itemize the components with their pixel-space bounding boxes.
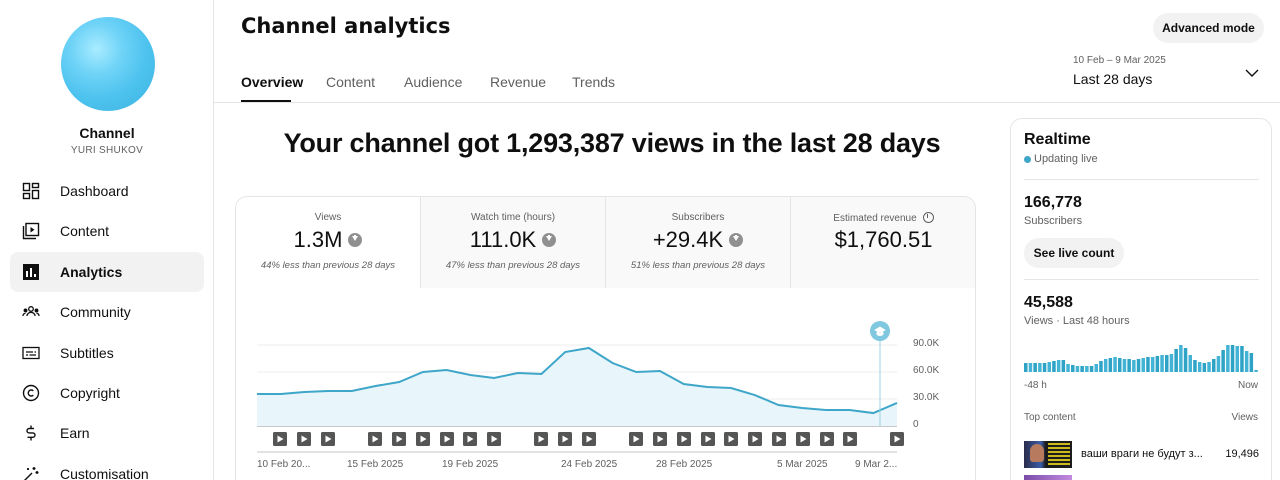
analytics-icon [22,263,40,281]
top-content-item[interactable]: ваши враги не будут з... 19,496 [1024,441,1259,469]
metric-watch-time[interactable]: Watch time (hours) 111.0K 47% less than … [421,197,606,288]
video-thumbnail [1024,441,1072,468]
realtime-card: Realtime Updating live 166,778 Subscribe… [1010,118,1272,480]
realtime-subscribers-label: Subscribers [1024,215,1083,227]
views-headline: Your channel got 1,293,387 views in the … [283,128,941,158]
sidebar-item-earn[interactable]: Earn [10,413,204,453]
metric-label: Subscribers [671,212,725,223]
video-views: 19,496 [1225,448,1259,460]
tab-content[interactable]: Content [326,74,376,90]
overview-card: Views 1.3M 44% less than previous 28 day… [235,196,976,480]
metric-subscribers[interactable]: Subscribers +29.4K 51% less than previou… [606,197,791,288]
sidebar-item-label: Copyright [60,384,120,401]
views-chart[interactable] [236,197,976,480]
axis-end-label: Now [1237,380,1258,391]
community-icon [22,303,40,321]
dollar-icon [22,424,40,442]
video-thumbnail[interactable] [1024,475,1072,480]
y-axis-tick: 90.0K [913,338,940,349]
x-axis-tick: 15 Feb 2025 [347,459,404,470]
metric-label: Views [314,212,342,223]
metric-comparison: 47% less than previous 28 days [445,260,581,271]
channel-avatar[interactable] [61,17,155,111]
x-axis-tick: 10 Feb 20... [257,459,311,470]
copyright-icon [22,384,40,402]
realtime-title: Realtime [1024,131,1091,148]
metric-value: 111.0K [469,227,537,252]
active-tab-indicator [241,100,291,102]
dashboard-icon [22,182,40,200]
sidebar-item-label: Dashboard [60,183,129,199]
sidebar-item-dashboard[interactable]: Dashboard [10,171,204,211]
analytics-tabs: Overview Content Audience Revenue Trends [214,60,1280,103]
realtime-views-label: Views · Last 48 hours [1024,315,1130,327]
realtime-views-value: 45,588 [1024,294,1073,311]
subtitles-icon [22,344,40,362]
metric-comparison: 51% less than previous 28 days [630,260,766,271]
sidebar-item-label: Community [60,304,131,321]
top-content-label: Top content [1024,412,1076,423]
metric-views[interactable]: Views 1.3M 44% less than previous 28 day… [236,197,421,288]
content-icon [22,222,40,240]
live-status-text: Updating live [1034,153,1098,165]
divider [1024,179,1259,180]
x-axis-tick: 24 Feb 2025 [561,459,618,470]
metric-revenue[interactable]: Estimated revenue $1,760.51 [791,197,975,288]
sidebar-item-content[interactable]: Content [10,211,204,251]
sidebar-item-label: Earn [60,425,90,442]
y-axis-tick: 60.0K [913,365,940,376]
x-axis-tick: 5 Mar 2025 [777,459,828,470]
x-axis-tick: 19 Feb 2025 [442,459,499,470]
y-axis-tick: 30.0K [913,392,940,403]
sidebar-item-copyright[interactable]: Copyright [10,373,204,413]
sidebar-item-label: Subtitles [60,344,114,361]
live-status: Updating live [1024,153,1098,165]
metric-label: Watch time (hours) [470,212,556,223]
metric-value: 1.3M [293,227,343,252]
sidebar-item-community[interactable]: Community [10,292,204,332]
sidebar-nav: Dashboard Content Analytics Community [10,171,204,480]
chevron-down-icon [1245,69,1259,77]
metric-value: $1,760.51 [834,227,933,252]
video-title: ваши враги не будут з... [1081,448,1203,460]
sidebar-item-customisation[interactable]: Customisation [10,454,204,480]
sidebar-item-label: Analytics [60,263,123,280]
x-axis-tick: 9 Mar 2... [855,459,898,470]
date-preset: Last 28 days [1073,71,1153,87]
sidebar-item-analytics[interactable]: Analytics [10,251,204,292]
tab-trends[interactable]: Trends [572,74,616,90]
sidebar-item-label: Content [60,223,110,240]
trend-down-icon [348,233,363,247]
axis-start-label: -48 h [1024,380,1047,391]
sidebar-item-subtitles[interactable]: Subtitles [10,333,204,373]
trend-down-icon [729,233,744,247]
metric-comparison: 44% less than previous 28 days [260,260,396,271]
realtime-bar-chart[interactable] [1024,337,1259,373]
page-title: Channel analytics [241,14,451,38]
see-live-count-button[interactable]: See live count [1024,238,1124,268]
realtime-subscribers-value: 166,778 [1024,194,1082,211]
metric-label: Estimated revenue [833,213,917,224]
tab-revenue[interactable]: Revenue [490,74,547,90]
date-range-text: 10 Feb – 9 Mar 2025 [1073,55,1166,66]
trend-down-icon [542,233,557,247]
metric-value: +29.4K [652,227,724,252]
tab-audience[interactable]: Audience [404,74,463,90]
divider [1024,279,1259,280]
y-axis-tick: 0 [913,419,919,430]
channel-name: YURI SHUKOV [70,145,144,156]
live-dot-icon [1024,155,1031,163]
x-axis-tick: 28 Feb 2025 [656,459,713,470]
tab-overview[interactable]: Overview [241,74,304,90]
advanced-mode-button[interactable]: Advanced mode [1153,13,1264,43]
magic-wand-icon [22,465,40,480]
sidebar: Channel YURI SHUKOV Dashboard Content An… [0,0,214,480]
channel-title: Channel [79,125,135,141]
clock-icon [922,212,934,223]
sidebar-item-label: Customisation [60,465,149,480]
top-content-views-label: Views [1231,412,1259,423]
